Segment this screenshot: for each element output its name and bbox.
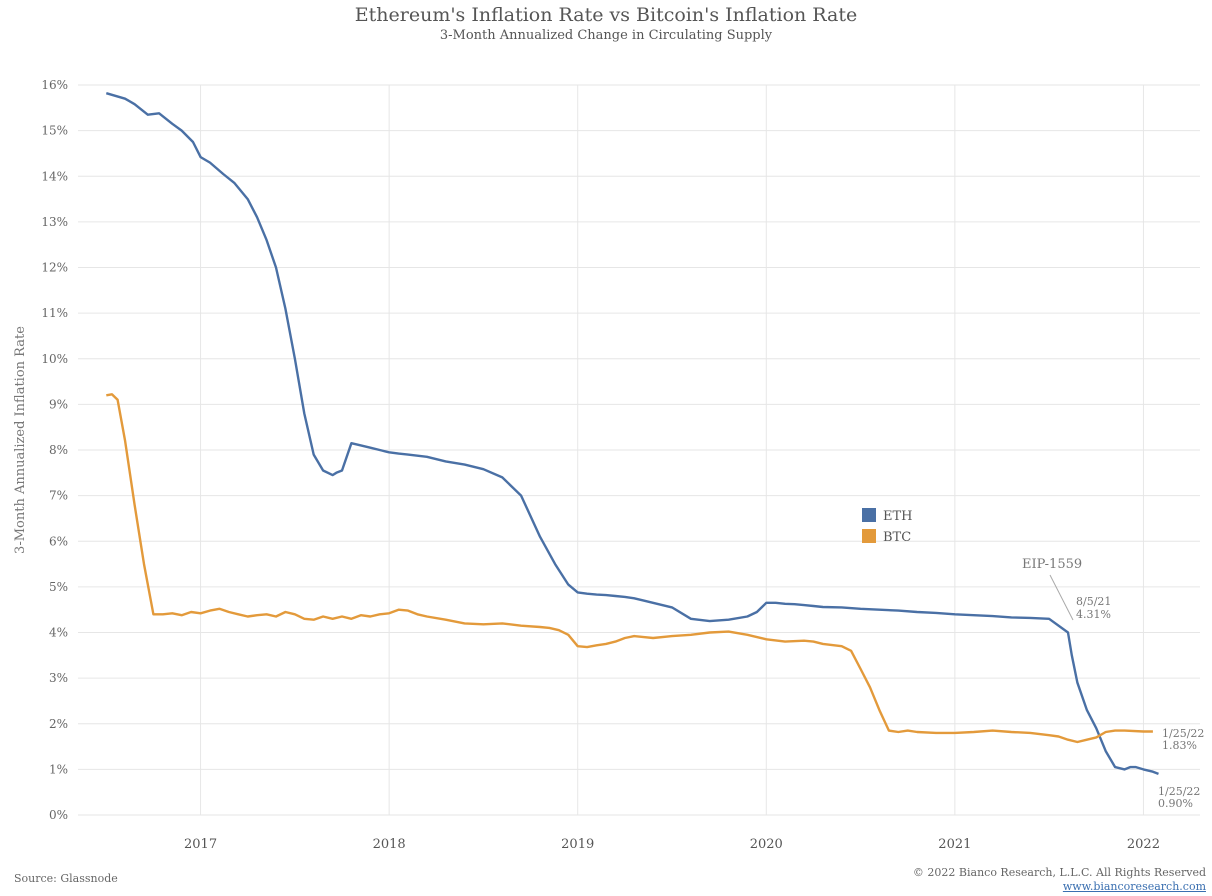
y-tick-label: 9% [49, 397, 68, 411]
legend: ETH BTC [862, 508, 913, 545]
y-tick-label: 2% [49, 717, 68, 731]
annotation-eth-end-value: 0.90% [1158, 797, 1193, 810]
x-axis-ticks: 2017 2018 2019 2020 2021 2022 [184, 837, 1160, 852]
x-tick-label: 2018 [373, 837, 406, 852]
y-tick-label: 3% [49, 671, 68, 685]
y-tick-label: 10% [41, 352, 68, 366]
x-tick-label: 2022 [1127, 837, 1160, 852]
series-line-btc [106, 393, 1153, 744]
y-tick-label: 11% [41, 306, 68, 320]
legend-label-eth: ETH [883, 509, 913, 524]
copyright-note: © 2022 Bianco Research, L.L.C. All Right… [912, 866, 1206, 879]
legend-swatch-eth [862, 508, 876, 522]
annotation-btc-end-date: 1/25/22 [1162, 727, 1204, 740]
y-tick-label: 5% [49, 580, 68, 594]
y-tick-label: 7% [49, 489, 68, 503]
annotations: EIP-1559 8/5/21 4.31% 1/25/22 1.83% 1/25… [1022, 557, 1204, 810]
chart-title: Ethereum's Inflation Rate vs Bitcoin's I… [354, 4, 858, 26]
annotation-eip-1559: EIP-1559 [1022, 557, 1082, 572]
y-tick-label: 4% [49, 626, 68, 640]
y-tick-label: 6% [49, 534, 68, 548]
annotation-btc-end-value: 1.83% [1162, 739, 1197, 752]
y-tick-label: 13% [41, 215, 68, 229]
y-tick-label: 1% [49, 762, 68, 776]
y-tick-label: 16% [41, 78, 68, 92]
gridlines [78, 84, 1200, 816]
legend-swatch-btc [862, 529, 876, 543]
x-tick-label: 2017 [184, 837, 217, 852]
y-tick-label: 14% [41, 169, 68, 183]
y-tick-label: 8% [49, 443, 68, 457]
x-tick-label: 2020 [750, 837, 783, 852]
annotation-eth-end-date: 1/25/22 [1158, 785, 1200, 798]
legend-label-btc: BTC [883, 530, 911, 545]
y-tick-label: 12% [41, 261, 68, 275]
annotation-eip-1559-pointer [1049, 574, 1074, 621]
y-tick-label: 15% [41, 124, 68, 138]
x-tick-label: 2021 [938, 837, 971, 852]
copyright-link[interactable]: www.biancoresearch.com [1062, 880, 1206, 893]
chart-subtitle: 3-Month Annualized Change in Circulating… [439, 28, 773, 43]
series-line-eth [105, 92, 1159, 776]
series-lines [105, 92, 1159, 776]
annotation-eth-aug-value: 4.31% [1076, 608, 1111, 621]
annotation-eth-aug-date: 8/5/21 [1076, 595, 1111, 608]
source-note: Source: Glassnode [14, 872, 118, 885]
y-axis-ticks: 0% 1% 2% 3% 4% 5% 6% 7% 8% 9% 10% 11% 12% 13% 14% 15% 16… [41, 78, 68, 822]
y-tick-label: 0% [49, 808, 68, 822]
y-axis-label: 3-Month Annualized Inflation Rate [13, 326, 28, 554]
x-tick-label: 2019 [561, 837, 594, 852]
